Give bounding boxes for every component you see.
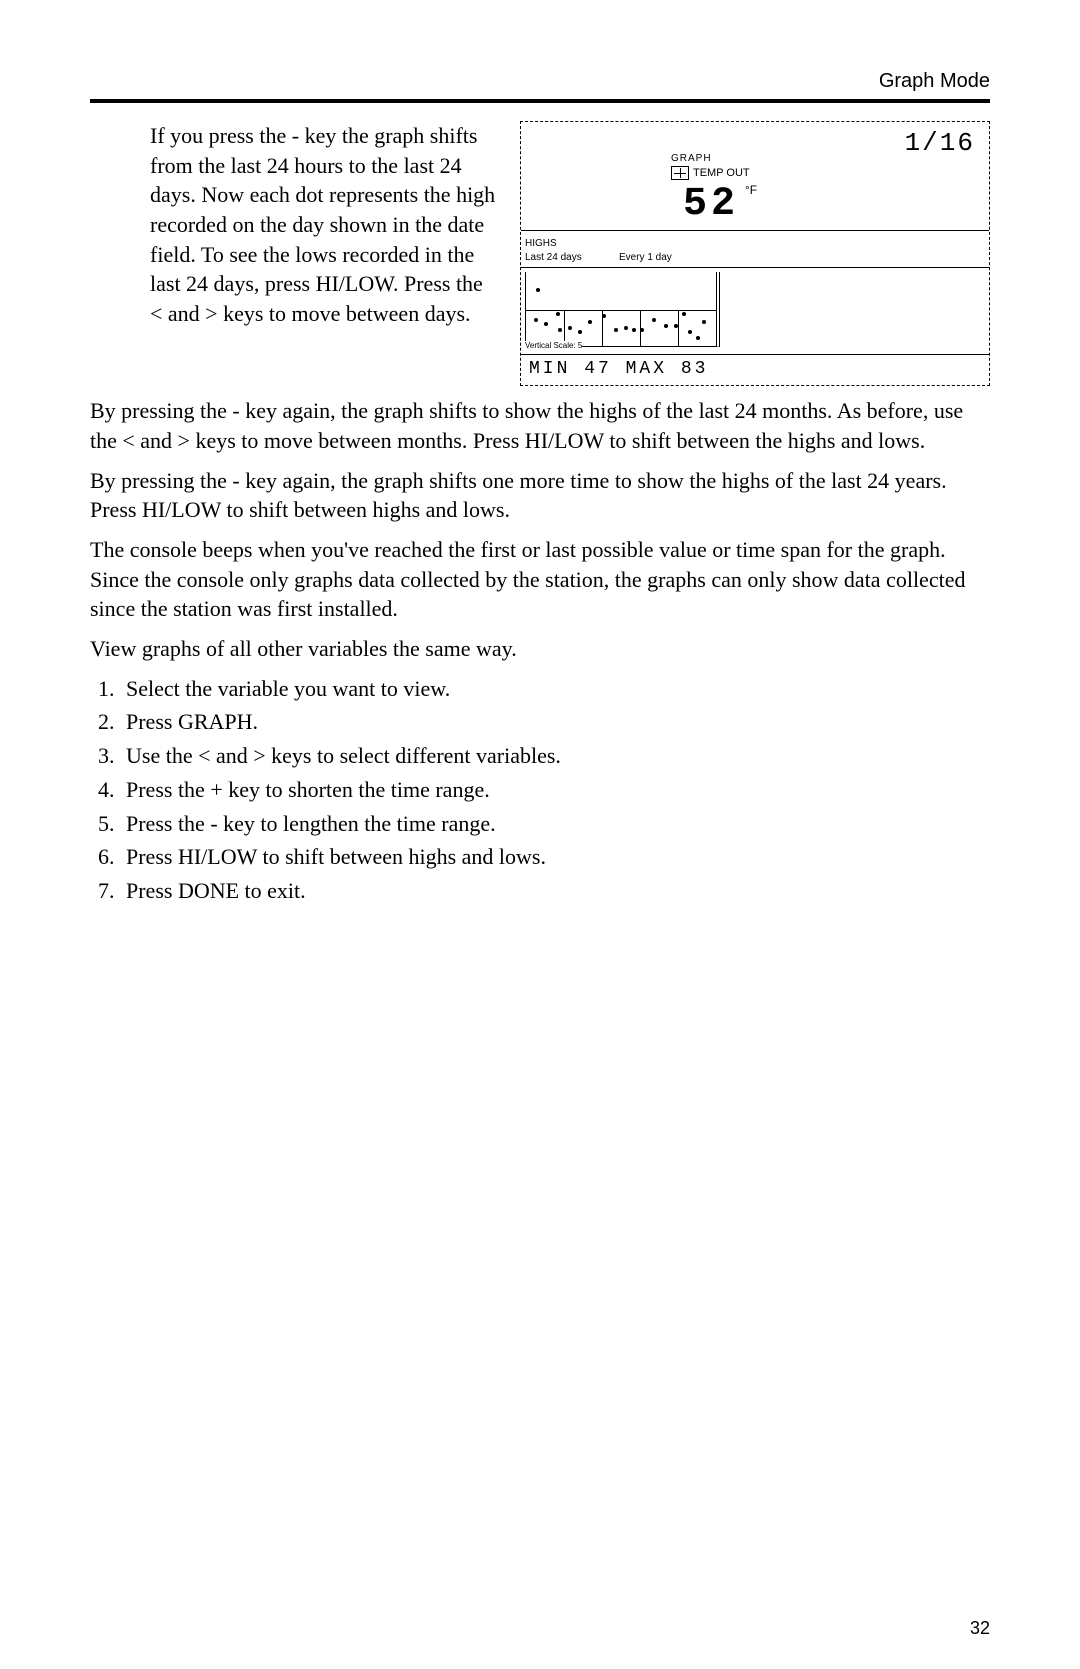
lcd-temp-value: 52: [683, 178, 739, 232]
step-item: Press GRAPH.: [120, 707, 990, 737]
lcd-bottom-text: MIN 47 MAX 83: [521, 354, 989, 385]
lcd-interval-label: Every 1 day: [619, 251, 672, 265]
chart-dot: [536, 288, 540, 292]
chart-dot: [568, 326, 572, 330]
paragraph-2: By pressing the - key again, the graph s…: [90, 396, 990, 455]
chart-dot: [614, 328, 618, 332]
chart-dot: [702, 320, 706, 324]
paragraph-3: By pressing the - key again, the graph s…: [90, 466, 990, 525]
content-area: 1/16 GRAPH TEMP OUT 52 °F HIGHS Last 24 …: [90, 121, 990, 906]
chart-dot: [652, 318, 656, 322]
step-item: Press the - key to lengthen the time ran…: [120, 809, 990, 839]
chart-dot: [602, 314, 606, 318]
lcd-graph-label: GRAPH: [671, 152, 712, 166]
header-rule: [90, 99, 990, 103]
lcd-mid-region: HIGHS Last 24 days Every 1 day: [521, 231, 989, 268]
chart-dot: [682, 312, 686, 316]
paragraph-4: The console beeps when you've reached th…: [90, 535, 990, 624]
lcd-top-region: 1/16 GRAPH TEMP OUT 52 °F: [521, 122, 989, 231]
lcd-vscale-label: Vertical Scale: 5: [525, 341, 582, 352]
lcd-figure: 1/16 GRAPH TEMP OUT 52 °F HIGHS Last 24 …: [520, 121, 990, 386]
lcd-panel: 1/16 GRAPH TEMP OUT 52 °F HIGHS Last 24 …: [520, 121, 990, 386]
lcd-chart-region: Vertical Scale: 5: [521, 268, 989, 354]
chart-dot: [664, 324, 668, 328]
page: Graph Mode 1/16 GRAPH TEMP OUT 52 °F: [0, 0, 1080, 1669]
chart-dot: [674, 324, 678, 328]
lcd-chart-inner: [525, 272, 720, 347]
step-item: Use the < and > keys to select different…: [120, 741, 990, 771]
steps-list: Select the variable you want to view. Pr…: [120, 674, 990, 906]
chart-dot: [624, 326, 628, 330]
lcd-temp-unit: °F: [745, 182, 757, 198]
chart-dot: [696, 336, 700, 340]
page-header-title: Graph Mode: [90, 70, 990, 93]
step-item: Press HI/LOW to shift between highs and …: [120, 842, 990, 872]
chart-dot: [632, 328, 636, 332]
chart-dot: [640, 328, 644, 332]
chart-dot: [688, 330, 692, 334]
chart-dot: [556, 312, 560, 316]
chart-dot: [558, 328, 562, 332]
chart-dot: [544, 322, 548, 326]
chart-dot: [588, 320, 592, 324]
paragraph-5: View graphs of all other variables the s…: [90, 634, 990, 664]
step-item: Press the + key to shorten the time rang…: [120, 775, 990, 805]
step-item: Press DONE to exit.: [120, 876, 990, 906]
page-number: 32: [970, 1618, 990, 1639]
chart-gridline-h: [526, 310, 716, 311]
chart-gridline-v: [678, 310, 679, 346]
lcd-range-label: Last 24 days: [525, 251, 582, 265]
chart-dot: [534, 318, 538, 322]
lcd-date: 1/16: [905, 126, 975, 161]
chart-dot: [578, 330, 582, 334]
step-item: Select the variable you want to view.: [120, 674, 990, 704]
lcd-highs-label: HIGHS: [525, 237, 557, 251]
intro-wrap: 1/16 GRAPH TEMP OUT 52 °F HIGHS Last 24 …: [90, 121, 990, 396]
